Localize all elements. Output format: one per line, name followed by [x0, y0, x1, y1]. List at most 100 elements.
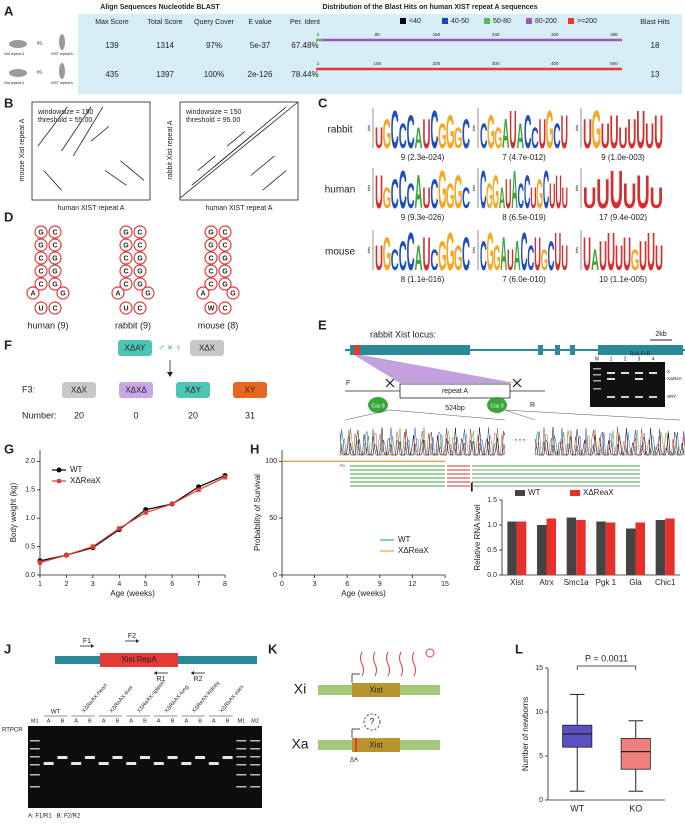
group-label: XΔReAX-heart: [81, 682, 109, 714]
gel-band: [29, 740, 40, 742]
logo-letter: U: [539, 112, 546, 157]
table-cell: 139: [105, 41, 119, 50]
gel-band: [635, 372, 643, 374]
gel-band: [635, 396, 643, 398]
base: A: [115, 290, 120, 297]
point: [90, 544, 96, 549]
repeat-box: [399, 383, 511, 399]
zoom-line: [504, 409, 681, 421]
lane-label: B: [226, 718, 230, 724]
row-label: vs.: [37, 40, 43, 46]
base-circle: [204, 238, 218, 252]
x-tick-label: 4: [117, 581, 121, 588]
lane-label: B: [88, 718, 92, 724]
rna: [373, 651, 377, 677]
gel-band: [593, 388, 601, 390]
row-label: human: [325, 185, 356, 196]
panel-label: J: [4, 641, 11, 656]
base-circle: [48, 251, 62, 265]
logo-letter: U: [599, 235, 607, 280]
logo-caption: 17 (9.4e-002): [599, 213, 647, 222]
base-circle: [133, 251, 147, 265]
panel-label: D: [4, 209, 13, 224]
logo-letter: A: [514, 234, 521, 279]
base: C: [222, 242, 227, 249]
logo-letter: C: [399, 116, 407, 156]
x-tick-label: 3: [91, 581, 95, 588]
logo-letter: U: [647, 223, 655, 283]
base-circle: [119, 277, 133, 291]
logo-letter: U: [375, 122, 383, 155]
base-circle: [48, 264, 62, 278]
genotype-box: [176, 382, 210, 398]
dotplot-line: [262, 170, 287, 191]
panel-label: A: [4, 3, 14, 18]
base-circle: [34, 225, 48, 239]
base: G: [222, 255, 228, 262]
panel-label: C: [318, 95, 328, 110]
base: C: [123, 268, 128, 275]
logo-letter: U: [601, 116, 610, 156]
logo-letter: C: [462, 229, 470, 281]
x-tick-label: Atrx: [539, 578, 553, 587]
stemloop-label: mouse (8): [198, 320, 239, 330]
base: W: [208, 305, 215, 312]
genotype-label: XY: [245, 386, 256, 395]
axis-label: Relative RNA level: [473, 504, 482, 570]
logo-letter: U: [623, 175, 636, 215]
panel-label: B: [4, 95, 13, 110]
logo-letter: U: [654, 107, 663, 159]
legend-label: XΔReaX: [70, 476, 101, 485]
gel-band: [250, 740, 261, 742]
logo-letter: U: [509, 101, 516, 161]
table-cell: 100%: [204, 70, 224, 79]
table-header: Max Score: [95, 19, 129, 26]
logo-caption: 9 (1.0e-003): [601, 153, 645, 162]
logo-caption: 9 (9.3e-026): [401, 213, 445, 222]
bar: [576, 520, 586, 575]
exon: [598, 345, 683, 355]
base-circle: [119, 251, 133, 265]
axis-label: bits: [574, 125, 579, 131]
exon: [570, 345, 575, 355]
bar: [537, 525, 547, 575]
logo-letter: G: [546, 101, 554, 161]
logo-letter: U: [562, 181, 568, 215]
species-icon: [9, 69, 27, 77]
logo-letter: U: [507, 243, 514, 277]
logo-letter: U: [583, 111, 592, 157]
axis-label: Age (weeks): [110, 589, 155, 598]
logo-letter: C: [399, 161, 407, 221]
gel-band: [236, 740, 247, 742]
series-line: [39, 476, 226, 564]
group-label: XΔReAX-spleen: [136, 680, 166, 714]
base: C: [137, 305, 142, 312]
gel-band: [593, 374, 601, 376]
question-mark: ?: [369, 716, 374, 726]
primer-label: R2: [194, 676, 203, 683]
base: C: [208, 255, 213, 262]
base: C: [38, 281, 43, 288]
repeat-mark: [354, 345, 360, 355]
gene-box: [352, 738, 400, 752]
gel-band: [236, 774, 247, 776]
logo-letter: C: [548, 234, 555, 279]
logo-letter: C: [531, 121, 538, 154]
base-circle: [34, 277, 48, 291]
logo-letter: G: [494, 121, 502, 154]
logo-letter: C: [407, 107, 415, 159]
axis-tick-label: 1: [317, 32, 320, 37]
number: 20: [188, 410, 198, 420]
legend-label: <40: [409, 18, 421, 25]
y-tick-label: 50: [269, 515, 277, 522]
logo-letter: G: [383, 229, 392, 281]
x-tick-label: 9: [378, 581, 382, 588]
y-tick-label: 1.0: [25, 515, 35, 522]
logo-caption: 10 (1.1e-005): [599, 275, 647, 284]
logo-letter: G: [631, 244, 640, 277]
base: G: [222, 268, 228, 275]
chromatogram: [535, 429, 685, 456]
dotplot-line: [250, 155, 275, 176]
table-cell: 5e-37: [250, 41, 271, 50]
row-label: vs.: [37, 69, 43, 75]
